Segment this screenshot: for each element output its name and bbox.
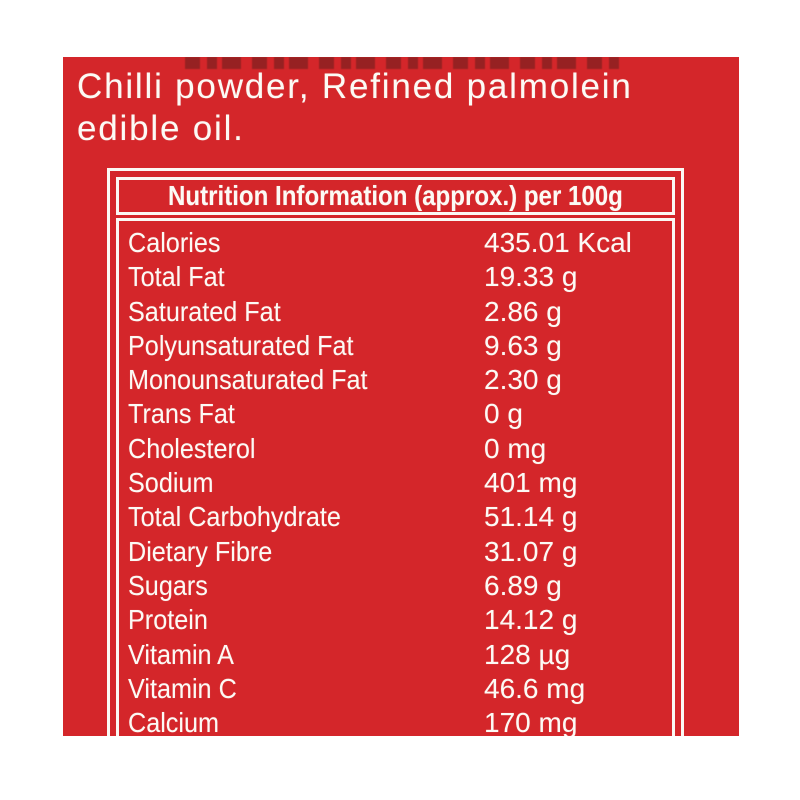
table-row: Total Carbohydrate 51.14 g [128,500,672,534]
nutrient-name: Total Carbohydrate [128,501,341,533]
table-row: Calcium 170 mg [128,706,672,736]
nutrition-table: Nutrition Information (approx.) per 100g… [107,168,684,736]
nutrient-value: 170 mg [484,707,578,736]
table-row: Total Fat 19.33 g [128,260,672,294]
nutrient-name: Polyunsaturated Fat [128,329,354,361]
table-row: Cholesterol 0 mg [128,432,672,466]
nutrient-name: Dietary Fibre [128,535,273,567]
nutrient-name: Vitamin A [128,638,235,670]
nutrient-value: 9.63 g [484,329,562,361]
nutrient-value: 128 µg [484,638,571,670]
table-row: Sugars 6.89 g [128,569,672,603]
nutrient-name: Sodium [128,467,214,499]
nutrient-name: Monounsaturated Fat [128,364,368,396]
nutrient-name: Protein [128,604,208,636]
table-row: Monounsaturated Fat 2.30 g [128,363,672,397]
nutrition-table-header: Nutrition Information (approx.) per 100g [116,177,675,215]
nutrient-name: Sugars [128,569,208,601]
table-row: Saturated Fat 2.86 g [128,295,672,329]
nutrition-rows: Calories 435.01 Kcal Total Fat 19.33 g S… [116,218,675,736]
nutrient-value: 2.86 g [484,295,562,327]
nutrient-value: 435.01 Kcal [484,227,632,258]
table-row: Trans Fat 0 g [128,397,672,431]
nutrient-name: Trans Fat [128,398,235,430]
table-row: Calories 435.01 Kcal [128,226,672,260]
table-row: Sodium 401 mg [128,466,672,500]
nutrition-table-title: Nutrition Information (approx.) per 100g [168,180,623,211]
nutrient-name: Calories [128,227,221,258]
table-row: Vitamin C 46.6 mg [128,672,672,706]
ingredients-line2: edible oil. [77,109,245,148]
nutrient-name: Calcium [128,707,220,736]
ingredients-text: Chilli powder, Refined palmolein edible … [77,66,633,150]
nutrient-value: 14.12 g [484,604,578,636]
table-row: Dietary Fibre 31.07 g [128,535,672,569]
table-row: Protein 14.12 g [128,603,672,637]
clipped-print-artifact [185,57,621,69]
nutrient-name: Total Fat [128,261,225,293]
nutrient-value: 6.89 g [484,569,562,601]
nutrient-name: Cholesterol [128,432,256,464]
nutrient-value: 2.30 g [484,364,562,396]
nutrient-value: 46.6 mg [484,672,586,704]
table-row: Polyunsaturated Fat 9.63 g [128,329,672,363]
nutrient-value: 51.14 g [484,501,578,533]
nutrient-value: 0 g [484,398,523,430]
ingredients-line1: Chilli powder, Refined palmolein [77,67,633,106]
nutrient-value: 31.07 g [484,535,578,567]
table-row: Vitamin A 128 µg [128,638,672,672]
red-label-panel: Chilli powder, Refined palmolein edible … [63,57,739,736]
nutrient-value: 19.33 g [484,261,578,293]
nutrient-name: Saturated Fat [128,295,281,327]
nutrient-value: 0 mg [484,432,547,464]
nutrient-name: Vitamin C [128,672,237,704]
nutrient-value: 401 mg [484,467,578,499]
